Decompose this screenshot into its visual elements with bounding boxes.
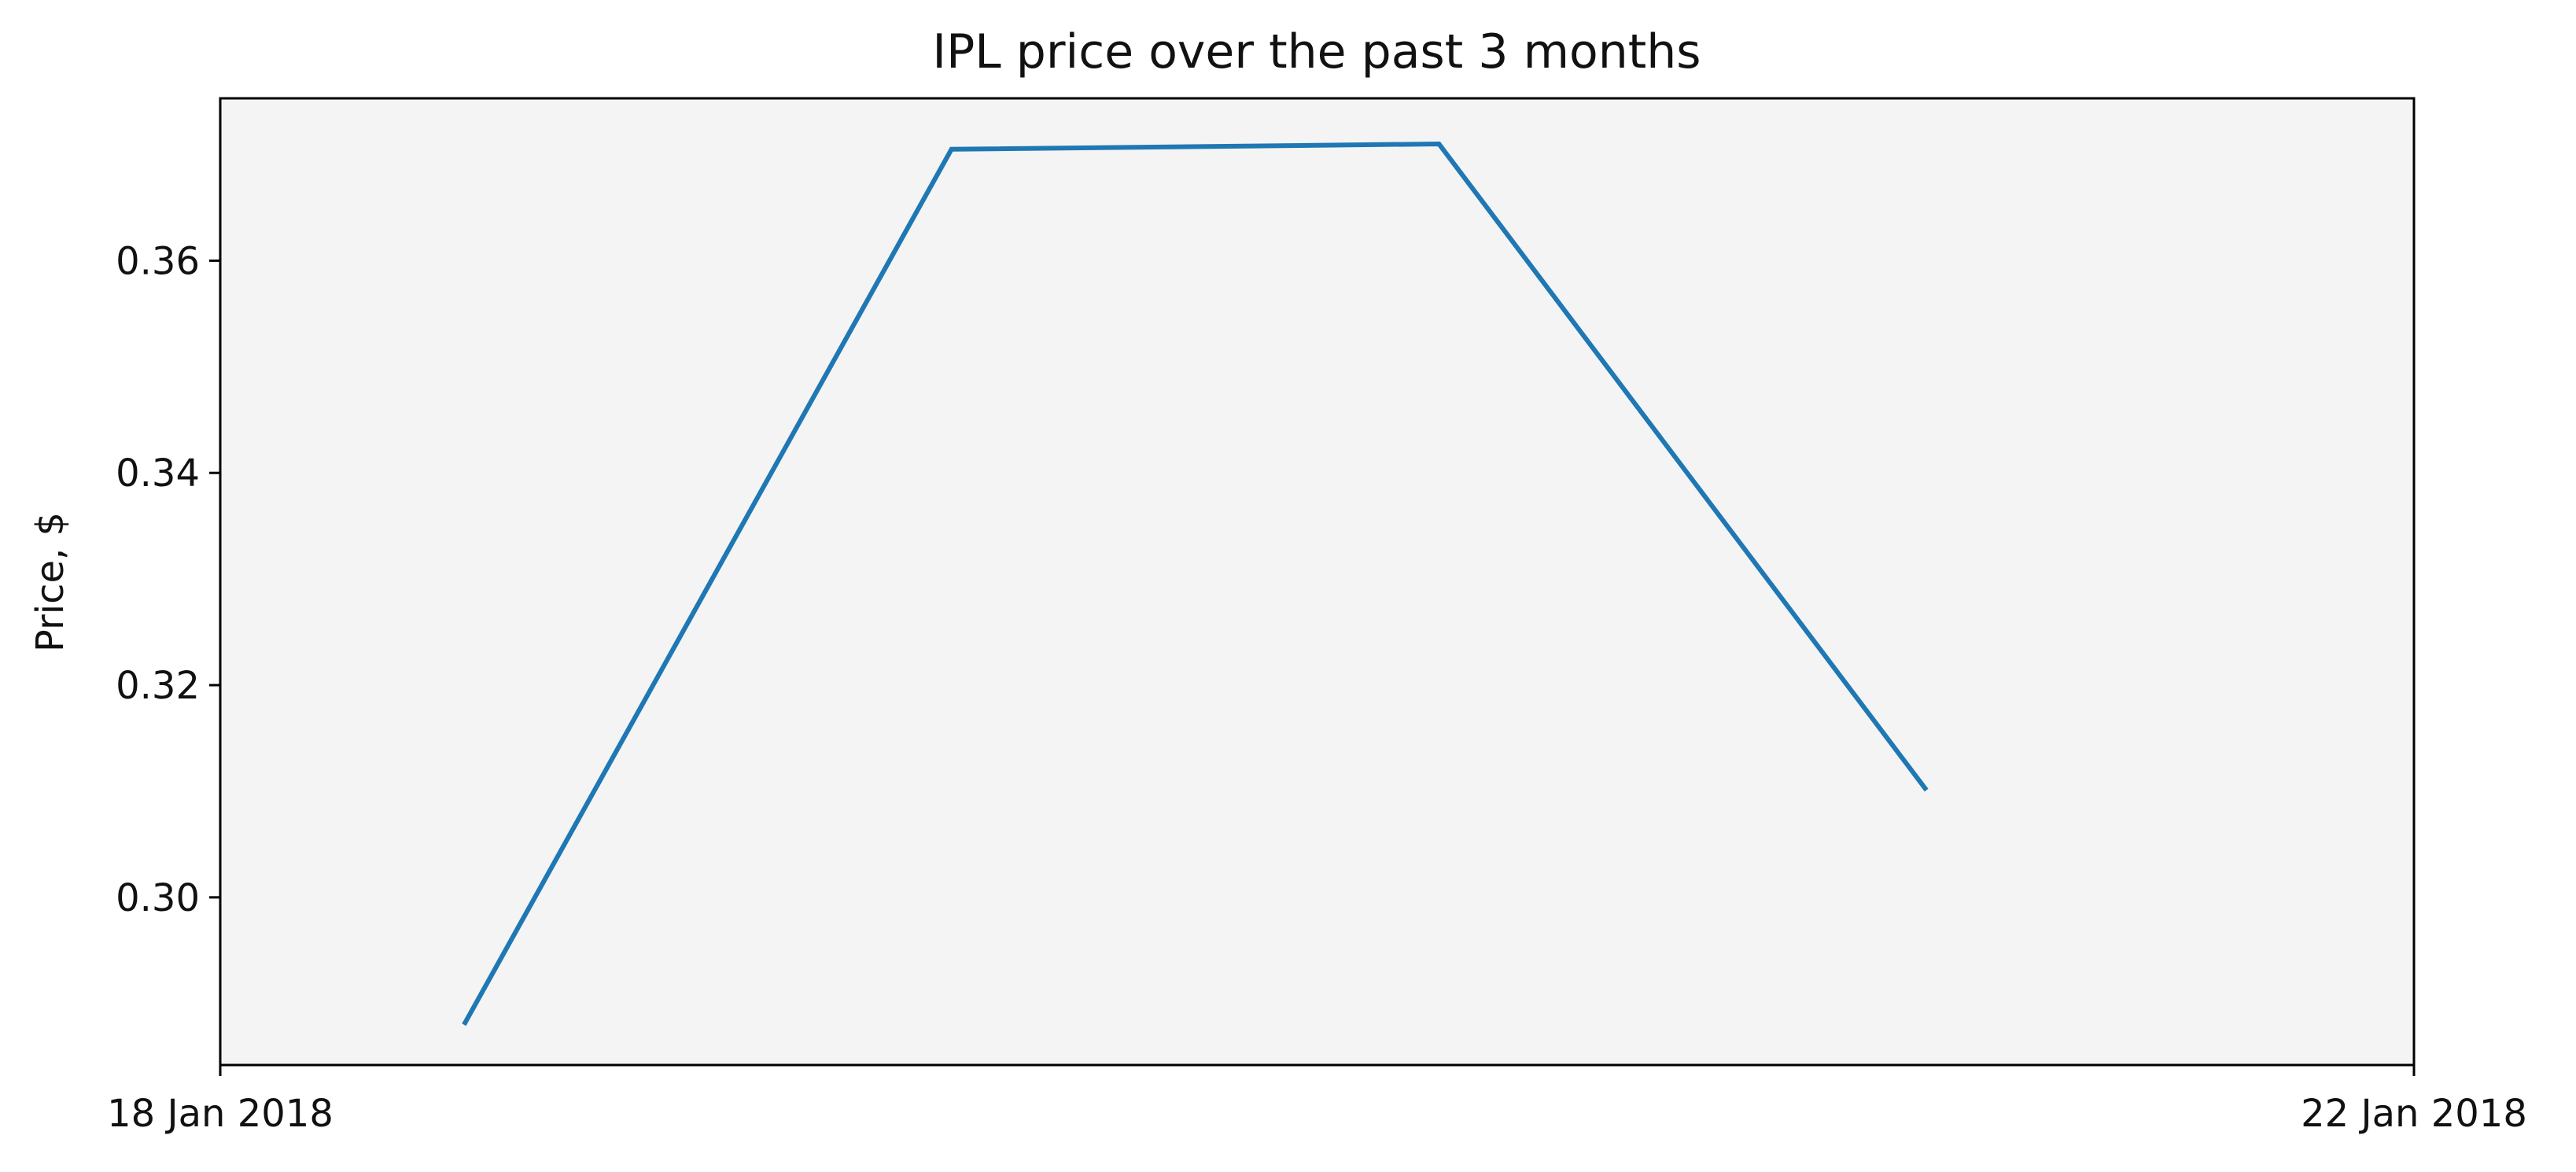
chart-title: IPL price over the past 3 months (932, 24, 1701, 79)
x-tick-label: 22 Jan 2018 (2301, 1092, 2527, 1136)
series-line (462, 141, 1929, 1026)
y-tick-label: 0.36 (116, 239, 200, 283)
y-tick-label: 0.34 (116, 451, 200, 496)
x-axis: 18 Jan 2018 22 Jan 2018 (107, 1065, 2527, 1136)
y-tick-label: 0.32 (116, 664, 200, 708)
plot-area (220, 98, 2414, 1065)
x-tick-label: 18 Jan 2018 (107, 1092, 334, 1136)
y-tick-label: 0.30 (116, 876, 200, 920)
plot-frame (219, 97, 2416, 1067)
y-axis: 0.30 0.32 0.34 0.36 (116, 239, 220, 920)
y-axis-label: Price, $ (28, 512, 72, 652)
